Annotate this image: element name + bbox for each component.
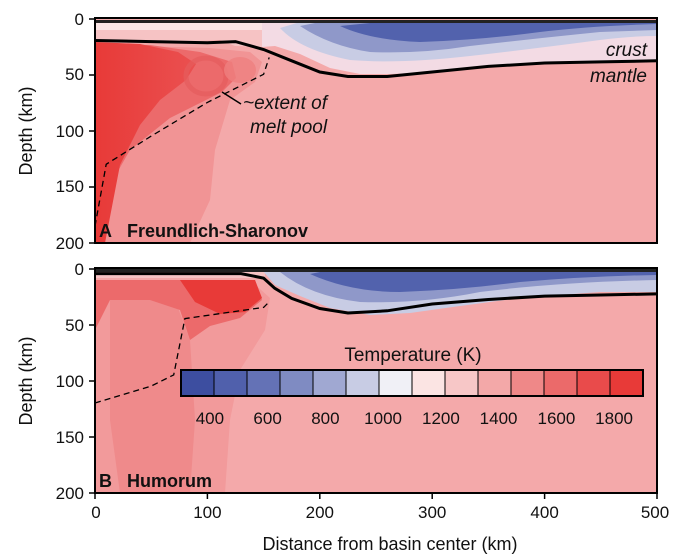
colorbar-cells bbox=[181, 370, 644, 396]
colorbar-cell bbox=[610, 370, 644, 396]
colorbar-cell bbox=[577, 370, 611, 396]
panel-a-letter: A bbox=[99, 221, 112, 241]
colorbar-cell bbox=[313, 370, 347, 396]
colorbar-tick-label: 600 bbox=[253, 409, 281, 428]
panel-a-y-tick-label: 200 bbox=[56, 234, 84, 253]
colorbar-tick-label: 800 bbox=[311, 409, 339, 428]
panel-a-y-axis: 0 50 100 150 200 bbox=[56, 10, 95, 253]
x-tick-label: 100 bbox=[193, 503, 221, 522]
colorbar-title: Temperature (K) bbox=[344, 345, 481, 366]
colorbar-cell bbox=[511, 370, 545, 396]
panel-a-title: Freundlich-Sharonov bbox=[127, 221, 308, 241]
colorbar-tick-label: 1000 bbox=[364, 409, 402, 428]
panel-b-y-tick-label: 0 bbox=[75, 260, 84, 279]
colorbar-tick-label: 1600 bbox=[537, 409, 575, 428]
x-axis-label: Distance from basin center (km) bbox=[262, 534, 517, 554]
x-tick-label: 0 bbox=[91, 503, 100, 522]
x-axis: 0 100 200 300 400 500 bbox=[91, 493, 669, 522]
panel-a-y-tick-label: 0 bbox=[75, 10, 84, 29]
panel-a-y-axis-label: Depth (km) bbox=[16, 86, 36, 175]
colorbar-tick-label: 1400 bbox=[480, 409, 518, 428]
colorbar-cell bbox=[478, 370, 512, 396]
colorbar-cell bbox=[412, 370, 446, 396]
panel-b-surface bbox=[95, 269, 657, 272]
x-tick-label: 300 bbox=[418, 503, 446, 522]
colorbar-cell bbox=[379, 370, 413, 396]
annotation-melt-extent: ~extent of bbox=[243, 93, 329, 114]
panel-b-y-tick-label: 200 bbox=[56, 484, 84, 503]
colorbar-cell bbox=[544, 370, 578, 396]
colorbar-cell bbox=[280, 370, 314, 396]
panel-b-y-axis-label: Depth (km) bbox=[16, 336, 36, 425]
annotation-melt-pool: melt pool bbox=[250, 117, 328, 138]
colorbar-tick-label: 1800 bbox=[595, 409, 633, 428]
panel-a bbox=[95, 18, 657, 243]
panel-b-y-tick-label: 150 bbox=[56, 428, 84, 447]
x-tick-label: 500 bbox=[641, 503, 669, 522]
panel-a-swirl-inner bbox=[224, 57, 256, 83]
colorbar-cell bbox=[247, 370, 281, 396]
colorbar-tick-label: 1200 bbox=[422, 409, 460, 428]
panel-b-y-axis: 0 50 100 150 200 bbox=[56, 260, 95, 503]
x-tick-label: 200 bbox=[306, 503, 334, 522]
panel-b-y-tick-label: 100 bbox=[56, 372, 84, 391]
panel-a-y-tick-label: 50 bbox=[65, 65, 84, 84]
panel-b-title: Humorum bbox=[127, 471, 212, 491]
x-tick-label: 400 bbox=[530, 503, 558, 522]
panel-a-surface bbox=[95, 20, 657, 23]
colorbar-cell bbox=[181, 370, 215, 396]
panel-a-y-tick-label: 150 bbox=[56, 177, 84, 196]
panel-a-y-tick-label: 100 bbox=[56, 122, 84, 141]
colorbar-tick-label: 400 bbox=[196, 409, 224, 428]
annotation-mantle: mantle bbox=[590, 66, 647, 87]
colorbar-cell bbox=[445, 370, 479, 396]
panel-b-letter: B bbox=[99, 471, 112, 491]
annotation-crust: crust bbox=[606, 40, 648, 61]
colorbar-cell bbox=[214, 370, 248, 396]
panel-b-y-tick-label: 50 bbox=[65, 316, 84, 335]
colorbar-cell bbox=[346, 370, 380, 396]
